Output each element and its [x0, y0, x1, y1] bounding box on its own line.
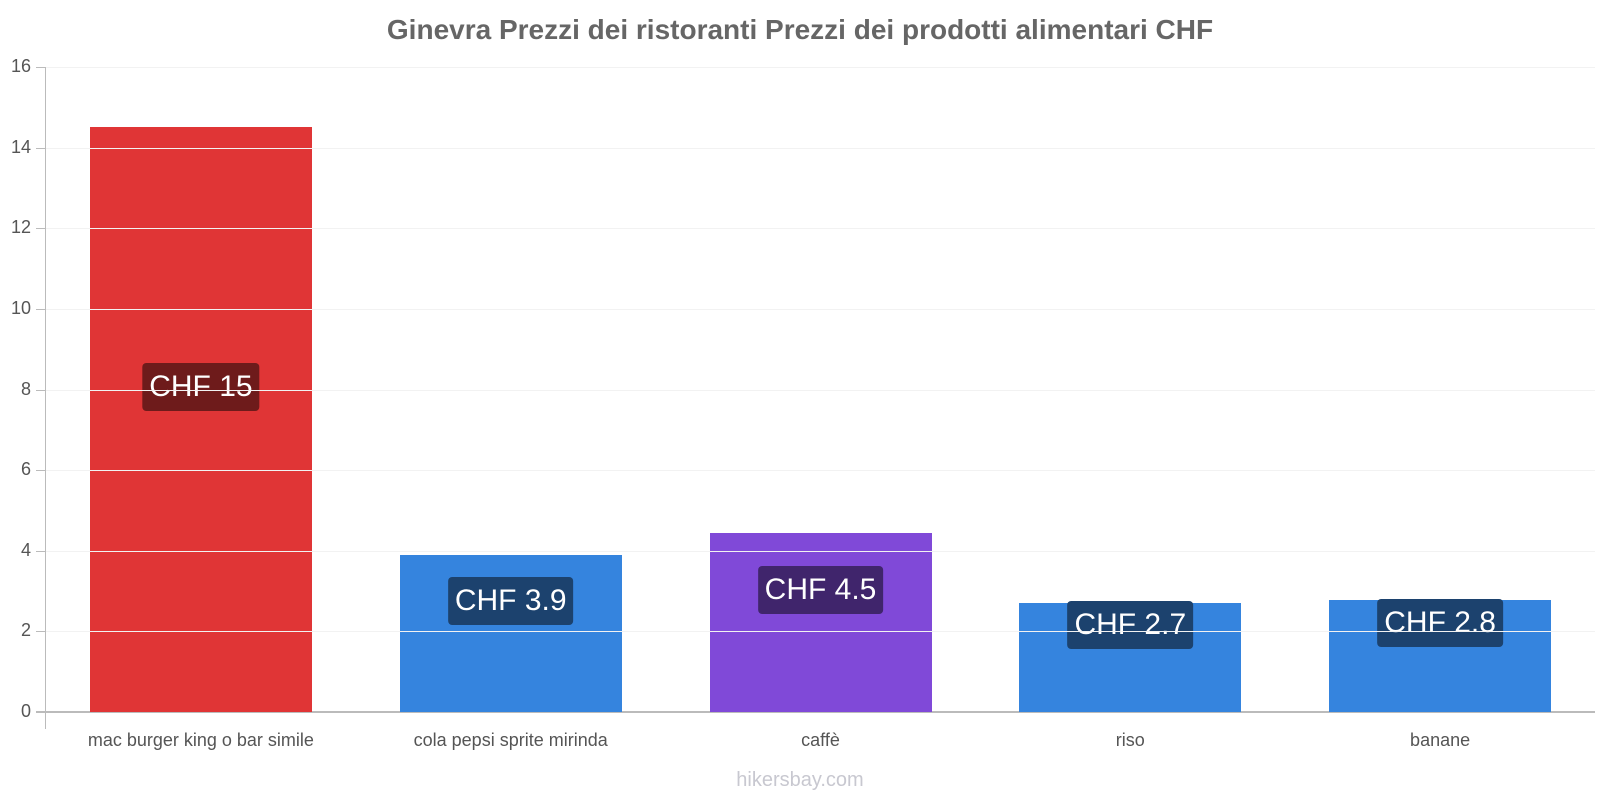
watermark: hikersbay.com	[736, 769, 864, 791]
bar[interactable]	[89, 127, 312, 712]
gridline	[46, 228, 1595, 230]
y-tick-label: 14	[10, 136, 31, 157]
y-tick-mark	[36, 147, 45, 149]
y-tick-mark	[36, 308, 45, 310]
x-tick-label: mac burger king o bar simile	[87, 730, 314, 750]
y-tick-mark	[36, 631, 45, 633]
y-tick-mark	[36, 470, 45, 472]
y-tick-mark	[36, 228, 45, 230]
y-tick-label: 10	[10, 297, 31, 318]
bar[interactable]	[709, 532, 932, 712]
gridline	[46, 308, 1595, 310]
bar-value-label: CHF 2.8	[1377, 599, 1503, 647]
y-tick-mark	[36, 550, 45, 552]
y-tick-mark	[36, 67, 45, 68]
bar-value-label: CHF 2.7	[1067, 601, 1194, 649]
gridline	[46, 631, 1595, 633]
gridline	[46, 67, 1595, 68]
y-tick-label: 6	[20, 459, 31, 480]
bar-value-label: CHF 3.9	[447, 577, 574, 625]
y-tick-label: 16	[10, 56, 31, 76]
gridline	[46, 389, 1595, 391]
y-tick-label: 8	[20, 378, 31, 399]
x-tick-label: riso	[1115, 730, 1145, 750]
x-axis-line	[36, 711, 1595, 713]
y-tick-label: 0	[20, 701, 31, 721]
x-tick-label: caffè	[801, 730, 840, 750]
gridline	[46, 550, 1595, 552]
y-tick-label: 4	[20, 539, 31, 560]
y-tick-mark	[36, 389, 45, 391]
bar-value-label: CHF 4.5	[757, 566, 884, 614]
gridline	[46, 470, 1595, 472]
x-tick-label: cola pepsi sprite mirinda	[413, 730, 608, 750]
y-axis-line	[45, 67, 46, 729]
y-tick-label: 2	[20, 620, 31, 641]
bar-value-label: CHF 15	[142, 363, 260, 411]
gridline	[46, 147, 1595, 149]
x-tick-label: banane	[1410, 730, 1471, 750]
y-tick-label: 12	[10, 217, 31, 238]
chart-title: Ginevra Prezzi dei ristoranti Prezzi dei…	[386, 14, 1214, 45]
